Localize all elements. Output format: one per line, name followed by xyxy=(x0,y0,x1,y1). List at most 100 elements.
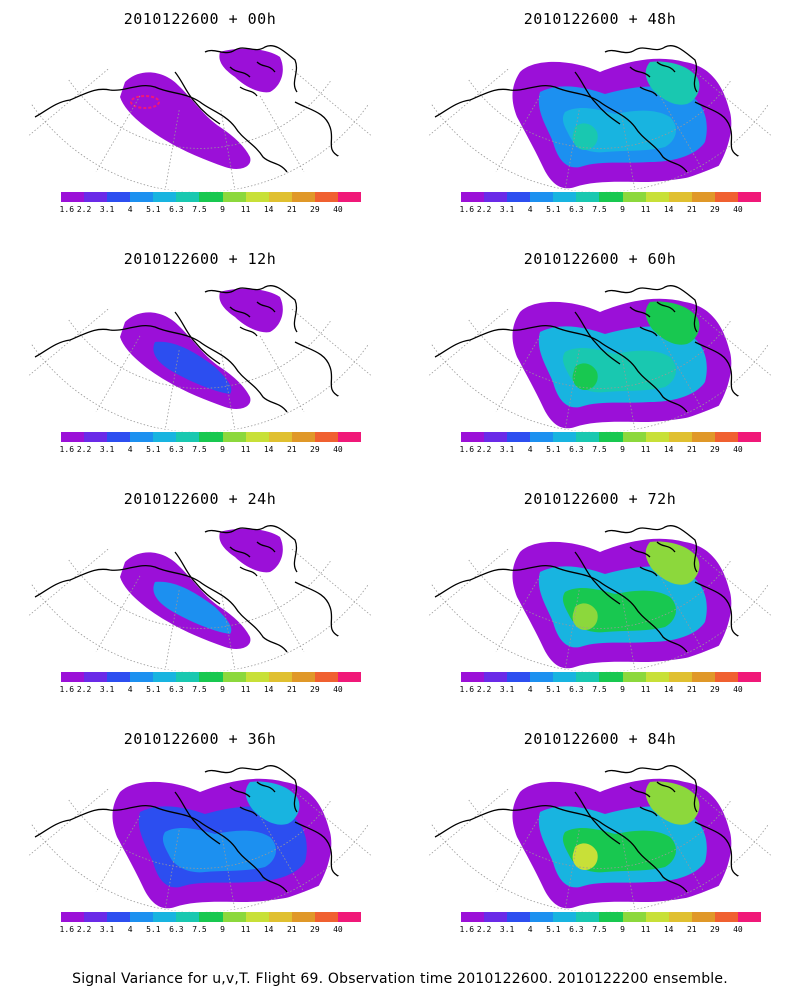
colorbar-tick-label: 21 xyxy=(286,445,297,454)
colorbar-swatch xyxy=(84,912,108,922)
colorbar-tick-label: 4 xyxy=(127,925,133,934)
colorbar-tick-label: 9 xyxy=(620,925,625,934)
colorbar-swatch xyxy=(714,672,738,682)
colorbar-swatch xyxy=(130,912,154,922)
colorbar-swatch xyxy=(199,912,223,922)
colorbar-tick-label: 21 xyxy=(286,925,297,934)
colorbar-swatch xyxy=(507,192,531,202)
figure-caption: Signal Variance for u,v,T. Flight 69. Ob… xyxy=(72,971,728,987)
colorbar-tick-label: 4 xyxy=(527,445,533,454)
colorbar-swatch xyxy=(737,192,762,202)
colorbar-tick-label: 7.5 xyxy=(592,925,607,934)
colorbar-tick-label: 4 xyxy=(127,685,133,694)
panel-title: 2010122600 + 00h xyxy=(123,10,277,28)
colorbar-tick-label: 3.1 xyxy=(499,445,515,454)
colorbar-labels: 1.6 2.2 3.1 4 5.1 6.3 7.5 9 11 14 21 29 40 xyxy=(459,925,761,935)
colorbar-tick-label: 11 xyxy=(640,445,651,454)
colorbar-tick-label: 29 xyxy=(710,685,720,694)
colorbar-tick-label: 29 xyxy=(310,685,320,694)
colorbar-labels: 1.6 2.2 3.1 4 5.1 6.3 7.5 9 11 14 21 29 40 xyxy=(60,445,361,455)
colorbar-swatch xyxy=(176,192,200,202)
colorbar-swatch xyxy=(461,432,485,442)
colorbar-labels: 1.6 2.2 3.1 4 5.1 6.3 7.5 9 11 14 21 29 40 xyxy=(59,925,361,935)
colorbar-tick-label: 40 xyxy=(733,685,743,694)
forecast-panel: 2010122600 + 00h 1.6 2.2 3.1 4 5.1 6.3 7.5 9 11 14… xyxy=(0,0,400,240)
colorbar-tick-label: 9 xyxy=(620,205,625,214)
colorbar-swatch xyxy=(291,912,315,922)
colorbar-swatch xyxy=(199,432,223,442)
colorbar-swatch xyxy=(576,192,600,202)
colorbar-swatch xyxy=(668,912,692,922)
colorbar-tick-label: 21 xyxy=(686,685,697,694)
colorbar-tick-label: 40 xyxy=(333,685,343,694)
colorbar-tick-label: 6.3 xyxy=(569,445,584,454)
colorbar-tick-label: 11 xyxy=(240,205,251,214)
colorbar-swatch xyxy=(576,912,600,922)
colorbar-swatch xyxy=(107,192,131,202)
colorbar-tick-label: 4 xyxy=(527,925,533,934)
colorbar-tick-label: 5.1 xyxy=(546,445,561,454)
colorbar-tick-label: 2.2 xyxy=(476,445,492,454)
colorbar-swatch xyxy=(176,432,200,442)
colorbar-tick-label: 5.1 xyxy=(546,925,561,934)
colorbar-tick-label: 7.5 xyxy=(592,445,607,454)
colorbar-swatch xyxy=(484,432,508,442)
variance-map xyxy=(425,282,775,432)
colorbar-tick-label: 2.2 xyxy=(476,685,492,694)
colorbar-swatch xyxy=(107,912,131,922)
colorbar xyxy=(61,192,362,202)
colorbar-tick-label: 2.2 xyxy=(476,205,492,214)
colorbar-tick-label: 5.1 xyxy=(146,205,161,214)
colorbar-swatch xyxy=(130,432,154,442)
forecast-panel: 2010122600 + 12h 1.6 2.2 3.1 4 5.1 6.3 7.5 9 11 14… xyxy=(0,240,400,480)
colorbar-swatch xyxy=(553,192,577,202)
colorbar-swatch xyxy=(622,672,646,682)
colorbar-swatch xyxy=(268,192,292,202)
colorbar-tick-label: 3.1 xyxy=(499,685,515,694)
colorbar-tick-label: 29 xyxy=(310,925,320,934)
colorbar-tick-label: 1.6 xyxy=(59,925,75,934)
colorbar-swatch xyxy=(130,192,154,202)
colorbar-swatch xyxy=(484,912,508,922)
colorbar-tick-label: 1.6 xyxy=(459,205,475,214)
panel-title: 2010122600 + 24h xyxy=(123,490,277,508)
colorbar-swatch xyxy=(553,672,577,682)
colorbar-tick-label: 3.1 xyxy=(499,925,515,934)
colorbar-swatch xyxy=(461,912,485,922)
colorbar-tick-label: 5.1 xyxy=(546,685,561,694)
colorbar-tick-label: 1.6 xyxy=(59,685,75,694)
colorbar-swatch xyxy=(245,432,269,442)
colorbar-swatch xyxy=(153,912,177,922)
colorbar-tick-label: 11 xyxy=(640,205,651,214)
colorbar-swatch xyxy=(84,192,108,202)
colorbar-swatch xyxy=(337,912,362,922)
colorbar-tick-label: 9 xyxy=(220,445,225,454)
colorbar-swatch xyxy=(245,672,269,682)
colorbar-tick-label: 14 xyxy=(663,925,674,934)
colorbar-tick-label: 4 xyxy=(527,685,533,694)
colorbar-tick-label: 6.3 xyxy=(169,925,184,934)
colorbar-tick-label: 6.3 xyxy=(169,205,184,214)
colorbar-tick-label: 7.5 xyxy=(192,205,207,214)
colorbar-tick-label: 1.6 xyxy=(459,925,475,934)
colorbar-tick-label: 5.1 xyxy=(146,445,161,454)
colorbar-tick-label: 2.2 xyxy=(476,925,492,934)
colorbar-tick-label: 14 xyxy=(263,925,274,934)
variance-map xyxy=(425,762,775,912)
colorbar-swatch xyxy=(599,192,623,202)
colorbar-swatch xyxy=(314,912,338,922)
colorbar-swatch xyxy=(576,672,600,682)
colorbar-tick-label: 21 xyxy=(686,205,697,214)
colorbar-tick-label: 4 xyxy=(127,205,133,214)
colorbar-swatch xyxy=(599,912,623,922)
colorbar-swatch xyxy=(107,672,131,682)
colorbar-tick-label: 9 xyxy=(220,685,225,694)
colorbar-swatch xyxy=(645,192,669,202)
panel-title: 2010122600 + 36h xyxy=(123,730,277,748)
colorbar-swatch xyxy=(222,432,246,442)
colorbar-swatch xyxy=(337,672,362,682)
colorbar-swatch xyxy=(691,912,715,922)
colorbar-swatch xyxy=(645,912,669,922)
colorbar-swatch xyxy=(176,912,200,922)
colorbar-tick-label: 14 xyxy=(663,205,674,214)
